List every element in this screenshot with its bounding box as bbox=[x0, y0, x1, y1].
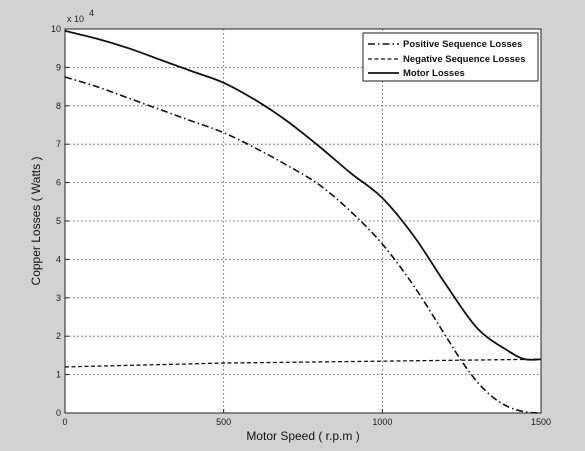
y-tick-label: 0 bbox=[56, 408, 61, 418]
y-tick-label: 6 bbox=[56, 178, 61, 188]
x-tick-label: 0 bbox=[62, 417, 67, 427]
axis-ticks: 0 500 1000 1500 0 1 2 3 4 5 6 7 8 9 10 bbox=[51, 24, 551, 427]
negative-sequence-losses-line bbox=[64, 358, 542, 368]
y-axis-label: Copper Losses ( Watts ) bbox=[29, 157, 43, 286]
positive-sequence-losses-line bbox=[64, 76, 542, 414]
legend-label-positive: Positive Sequence Losses bbox=[403, 39, 522, 50]
motor-losses-line bbox=[64, 30, 542, 361]
legend-box bbox=[362, 32, 539, 82]
legend-label-motor: Motor Losses bbox=[403, 68, 465, 79]
y-multiplier-label: x 10 bbox=[67, 14, 84, 24]
y-tick-label: 8 bbox=[56, 101, 61, 111]
y-tick-label: 5 bbox=[56, 216, 61, 226]
legend-label-negative: Negative Sequence Losses bbox=[403, 54, 526, 65]
x-tick-label: 500 bbox=[216, 417, 231, 427]
x-axis-label: Motor Speed ( r.p.m ) bbox=[246, 429, 359, 443]
x-tick-label: 1000 bbox=[372, 417, 392, 427]
y-multiplier-exponent: 4 bbox=[89, 8, 94, 18]
series-lines bbox=[64, 30, 542, 414]
y-tick-label: 9 bbox=[56, 62, 61, 72]
y-tick-label: 1 bbox=[56, 370, 61, 380]
y-tick-label: 4 bbox=[56, 254, 61, 264]
y-tick-label: 10 bbox=[51, 24, 61, 34]
y-tick-label: 7 bbox=[56, 139, 61, 149]
legend: Positive Sequence Losses Negative Sequen… bbox=[362, 32, 539, 82]
y-tick-label: 3 bbox=[56, 293, 61, 303]
y-tick-label: 2 bbox=[56, 331, 61, 341]
x-tick-label: 1500 bbox=[531, 417, 551, 427]
